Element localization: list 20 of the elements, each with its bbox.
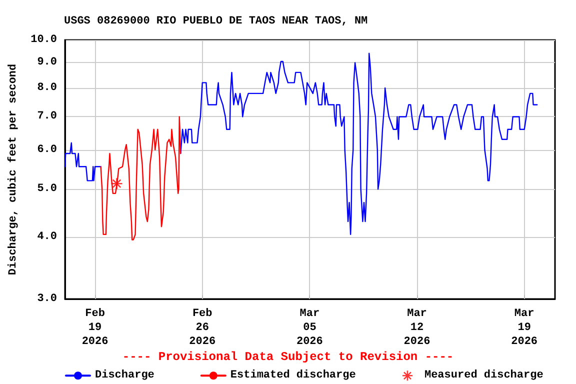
legend-label: Discharge bbox=[95, 370, 155, 382]
chart-title: USGS 08269000 RIO PUEBLO DE TAOS NEAR TAOS, NM bbox=[64, 16, 368, 28]
y-tick-label: 6.0 bbox=[37, 144, 57, 156]
y-axis-title: Discharge, cubic feet per second bbox=[6, 64, 20, 276]
x-tick-label: Feb 26 2026 bbox=[189, 308, 216, 348]
y-tick-label: 7.0 bbox=[37, 110, 57, 123]
y-tick-label: 8.0 bbox=[37, 82, 57, 94]
legend-label: Measured discharge bbox=[424, 370, 544, 382]
y-tick-label: 4.0 bbox=[37, 231, 57, 244]
x-tick-label: Feb 19 2026 bbox=[82, 308, 108, 348]
legend-label: Estimated discharge bbox=[230, 370, 356, 382]
x-tick-label: Mar 05 2026 bbox=[296, 308, 323, 348]
x-tick-label: Mar 19 2026 bbox=[511, 308, 538, 348]
line-series bbox=[100, 116, 182, 240]
y-tick-label: 3.0 bbox=[37, 293, 57, 305]
x-tick-label: Mar 12 2026 bbox=[404, 308, 430, 348]
y-tick-label: 5.0 bbox=[37, 183, 57, 196]
y-tick-label: 10.0 bbox=[30, 34, 57, 46]
y-tick-label: 9.0 bbox=[37, 56, 57, 69]
text: ---- Provisional Data Subject to Revision ---- bbox=[122, 350, 454, 364]
